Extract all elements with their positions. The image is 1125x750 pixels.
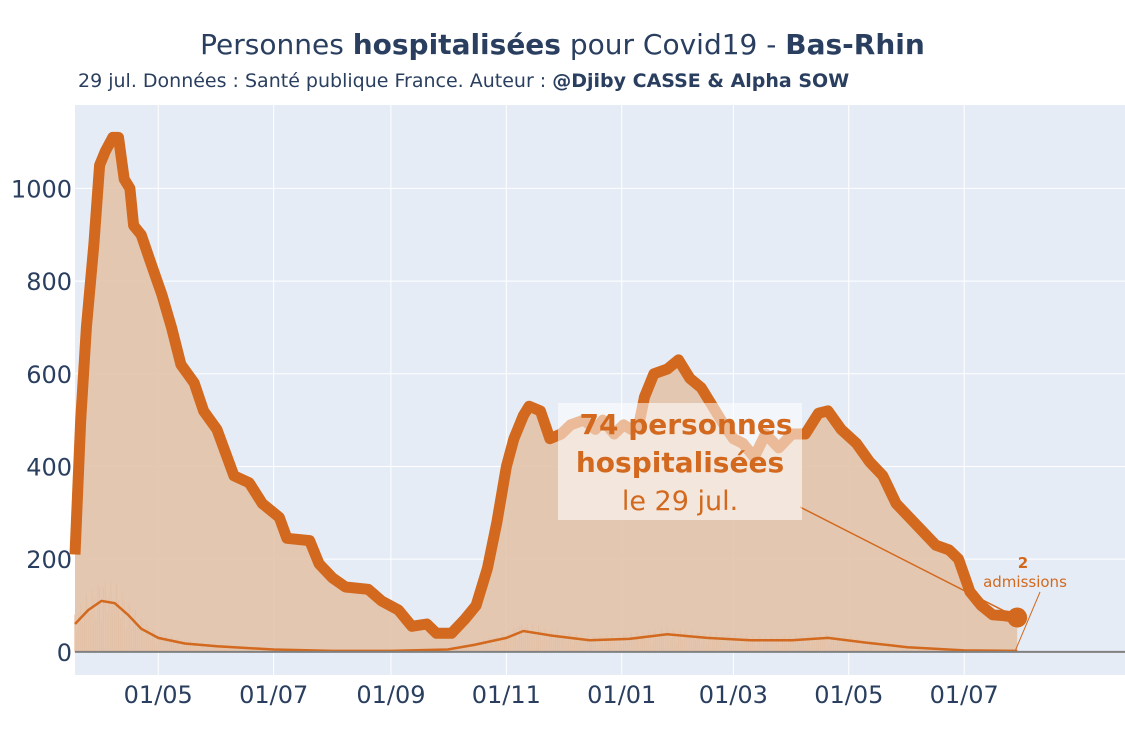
x-tick-label: 01/07 — [930, 681, 999, 709]
subtitle-source: 29 jul. Données : Santé publique France.… — [78, 70, 553, 92]
hospitalisation-area — [75, 137, 1018, 652]
y-axis: 0 200 400 600 800 1000 — [11, 175, 72, 666]
x-tick-label: 01/07 — [239, 681, 308, 709]
x-tick-label: 01/03 — [699, 681, 768, 709]
x-tick-label: 01/11 — [472, 681, 541, 709]
x-tick-label: 01/05 — [124, 681, 193, 709]
annotation-connector — [799, 506, 1018, 619]
y-tick-label: 1000 — [11, 175, 72, 203]
title-region: Bas-Rhin — [785, 28, 925, 61]
annotation-date: le 29 jul. — [622, 486, 738, 517]
annotation-count: 74 personnes — [580, 408, 793, 441]
admissions-label: admissions — [983, 573, 1067, 591]
chart-title: Personnes hospitalisées pour Covid19 - B… — [0, 28, 1125, 61]
admissions-value: 2 — [1018, 554, 1028, 572]
hospitalisation-line — [69, 131, 1018, 639]
x-tick-label: 01/05 — [814, 681, 883, 709]
subtitle-author: @Djiby CASSE & Alpha SOW — [552, 70, 850, 92]
title-bold: hospitalisées — [352, 28, 561, 61]
title-middle: pour Covid19 - — [560, 28, 786, 61]
y-tick-label: 600 — [26, 361, 72, 389]
y-tick-label: 400 — [26, 453, 72, 481]
title-prefix: Personnes — [200, 28, 353, 61]
x-tick-label: 01/09 — [356, 681, 425, 709]
admissions-line — [74, 599, 1018, 653]
y-tick-label: 800 — [26, 268, 72, 296]
y-tick-label: 200 — [26, 546, 72, 574]
annotation-label: hospitalisées — [576, 446, 784, 479]
annotation-box — [558, 403, 802, 520]
chart-subtitle: 29 jul. Données : Santé publique France.… — [78, 70, 849, 92]
x-tick-label: 01/01 — [587, 681, 656, 709]
y-tick-label: 0 — [57, 639, 72, 667]
admissions-connector — [1014, 591, 1041, 652]
x-axis: 01/05 01/07 01/09 01/11 01/01 01/03 01/05 01/07 — [124, 681, 999, 709]
last-value-marker — [1007, 607, 1028, 628]
